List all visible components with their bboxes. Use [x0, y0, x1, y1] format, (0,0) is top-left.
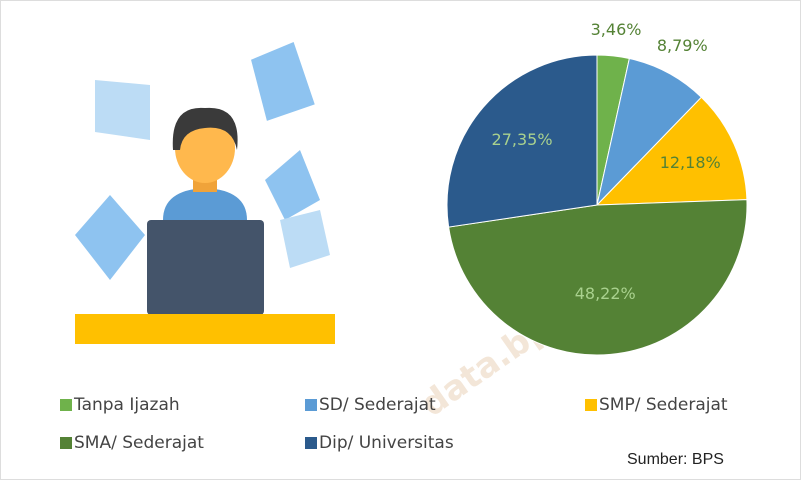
legend-label: Dip/ Universitas: [319, 433, 454, 453]
illustration: [75, 42, 335, 344]
legend-label: Tanpa Ijazah: [73, 395, 180, 415]
legend-swatch: [305, 437, 317, 449]
legend-label: SD/ Sederajat: [319, 395, 436, 415]
data-label: 48,22%: [575, 284, 636, 303]
source: Sumber: BPS: [627, 451, 724, 468]
data-label: 8,79%: [657, 36, 708, 55]
legend-swatch: [60, 399, 72, 411]
pie-slice: [448, 199, 748, 356]
legend-label: SMP/ Sederajat: [599, 395, 728, 415]
pie-slice: [446, 54, 598, 228]
data-label: 12,18%: [660, 153, 721, 172]
legend-swatch: [305, 399, 317, 411]
data-label: 3,46%: [591, 20, 642, 39]
legend-label: SMA/ Sederajat: [74, 433, 204, 453]
pie-slice: [596, 57, 703, 207]
legend-swatch: [585, 399, 597, 411]
legend-swatch: [60, 437, 72, 449]
pie-slice: [595, 96, 748, 206]
data-label: 27,35%: [492, 130, 553, 149]
